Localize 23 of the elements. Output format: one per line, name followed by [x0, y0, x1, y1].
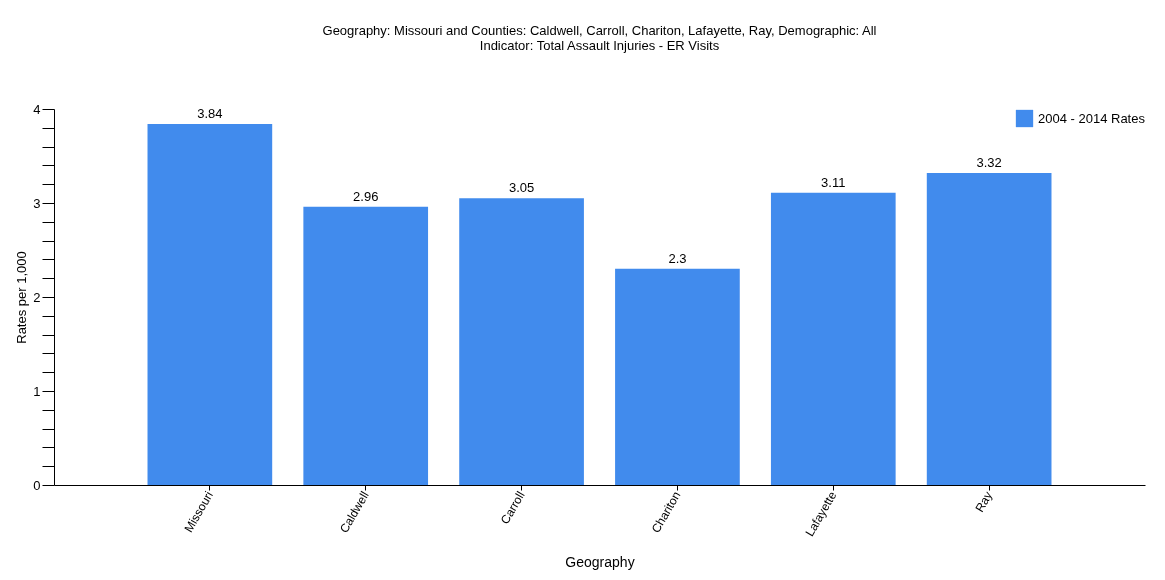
- y-tick-label: 0: [33, 477, 41, 493]
- bar: [303, 206, 429, 485]
- bar: [459, 198, 584, 485]
- y-tick-label: 4: [33, 101, 41, 117]
- bar: [615, 268, 740, 485]
- y-tick-label: 1: [33, 383, 41, 399]
- y-tick-label: 2: [33, 289, 41, 305]
- text: Geography: Missouri and Counties: Caldwell, Carroll, Chariton, Lafayette, Ray, Demographic: All: [322, 23, 877, 38]
- y-axis-title: Rates per 1,000: [14, 251, 30, 344]
- data-label: 3.05: [508, 180, 535, 196]
- bar: [926, 172, 1052, 485]
- data-label: 3.32: [976, 154, 1002, 170]
- text: Indicator: Total Assault Injuries - ER Visits: [479, 38, 720, 53]
- bar: [147, 124, 273, 485]
- bar: [770, 192, 896, 485]
- x-tick-label: Ray: [972, 489, 996, 515]
- data-label: 2.3: [668, 250, 687, 266]
- x-axis-title: Geography: [565, 554, 635, 571]
- legend-label: 2004 - 2014 Rates: [1038, 110, 1146, 126]
- data-label: 2.96: [353, 188, 379, 204]
- data-label: 3.84: [197, 106, 223, 122]
- y-tick-label: 3: [33, 195, 41, 211]
- data-label: 3.11: [821, 174, 846, 190]
